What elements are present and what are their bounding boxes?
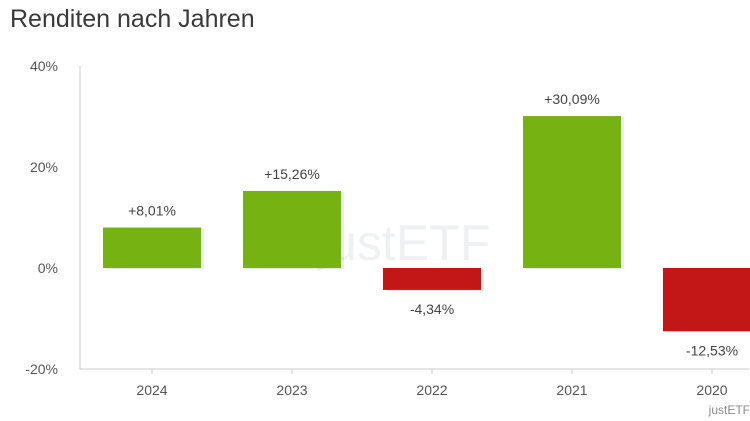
x-tick-label: 2022 [416,382,447,398]
y-tick-label: 40% [30,58,58,74]
y-tick-label: 20% [30,159,58,175]
chart-title: Renditen nach Jahren [10,5,255,33]
x-tick-label: 2021 [556,382,587,398]
y-tick-label: -20% [25,361,58,377]
x-tick-label: 2020 [696,382,727,398]
x-tick-label: 2024 [136,382,167,398]
data-label: +15,26% [264,166,320,182]
bar [663,268,750,332]
bar [383,268,481,290]
bar [243,190,341,268]
y-tick-label: 0% [38,260,58,276]
source-credit: justETF [708,403,750,417]
data-label: +8,01% [128,203,176,219]
data-label: -12,53% [686,342,738,358]
data-label: +30,09% [544,91,600,107]
data-label: -4,34% [410,301,454,317]
x-tick-label: 2023 [276,382,307,398]
bar [103,227,201,268]
bar [523,116,621,268]
watermark-logo: justETF [318,215,491,271]
